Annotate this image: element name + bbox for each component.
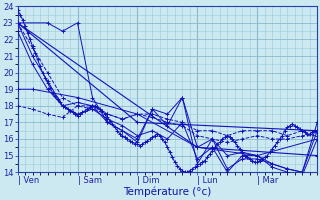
X-axis label: Température (°c): Température (°c): [123, 187, 212, 197]
